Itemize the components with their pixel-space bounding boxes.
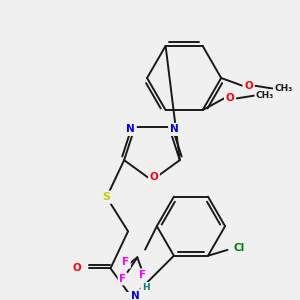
Text: N: N <box>169 124 178 134</box>
Text: N: N <box>131 291 140 300</box>
Text: F: F <box>122 257 129 267</box>
Text: O: O <box>244 81 253 91</box>
Text: O: O <box>226 93 234 103</box>
Text: CH₃: CH₃ <box>274 84 293 93</box>
Text: F: F <box>119 274 126 284</box>
Text: N: N <box>127 124 135 134</box>
Text: S: S <box>103 192 111 202</box>
Text: Cl: Cl <box>234 243 245 253</box>
Text: CH₃: CH₃ <box>256 91 274 100</box>
Text: F: F <box>139 270 146 280</box>
Text: O: O <box>73 263 82 273</box>
Text: H: H <box>142 284 149 292</box>
Text: O: O <box>149 172 158 182</box>
